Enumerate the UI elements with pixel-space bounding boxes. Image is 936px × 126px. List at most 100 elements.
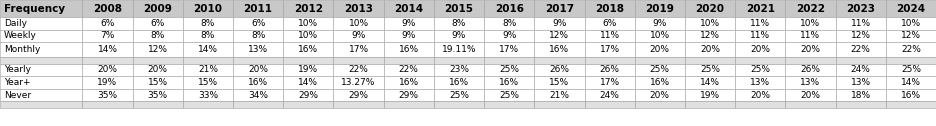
Text: 19.11%: 19.11%: [442, 45, 476, 54]
Bar: [284, 42, 333, 57]
Bar: [885, 0, 936, 17]
Bar: [0, 30, 82, 42]
Bar: [82, 30, 133, 42]
Text: 6%: 6%: [251, 19, 265, 28]
Bar: [333, 76, 384, 89]
Bar: [885, 57, 936, 64]
Text: 20%: 20%: [700, 45, 720, 54]
Text: 24%: 24%: [600, 91, 620, 100]
Bar: [584, 17, 635, 30]
Text: 22%: 22%: [901, 45, 921, 54]
Text: 2016: 2016: [495, 4, 523, 13]
Text: 2008: 2008: [93, 4, 122, 13]
Text: 21%: 21%: [549, 91, 569, 100]
Bar: [584, 76, 635, 89]
Bar: [584, 30, 635, 42]
Text: 17%: 17%: [600, 45, 620, 54]
Bar: [534, 30, 584, 42]
Bar: [183, 101, 233, 108]
Text: Year+: Year+: [4, 78, 30, 87]
Text: 2018: 2018: [595, 4, 624, 13]
Bar: [0, 89, 82, 101]
Bar: [635, 57, 685, 64]
Bar: [434, 101, 484, 108]
Bar: [233, 30, 284, 42]
Bar: [0, 17, 82, 30]
Bar: [735, 17, 785, 30]
Text: 8%: 8%: [151, 31, 165, 40]
Text: 16%: 16%: [248, 78, 269, 87]
Text: 8%: 8%: [200, 19, 215, 28]
Bar: [885, 76, 936, 89]
Text: Yearly: Yearly: [4, 65, 31, 74]
Bar: [635, 64, 685, 76]
Text: 10%: 10%: [700, 19, 720, 28]
Text: 22%: 22%: [399, 65, 418, 74]
Text: 33%: 33%: [197, 91, 218, 100]
Text: 11%: 11%: [750, 31, 770, 40]
Text: 2023: 2023: [846, 4, 875, 13]
Text: 14%: 14%: [299, 78, 318, 87]
Bar: [333, 30, 384, 42]
Bar: [685, 64, 735, 76]
Text: Daily: Daily: [4, 19, 27, 28]
Bar: [384, 89, 434, 101]
Text: 9%: 9%: [452, 31, 466, 40]
Bar: [384, 0, 434, 17]
Bar: [735, 0, 785, 17]
Text: 9%: 9%: [552, 19, 566, 28]
Bar: [384, 101, 434, 108]
Text: 22%: 22%: [851, 45, 870, 54]
Text: 20%: 20%: [650, 45, 670, 54]
Bar: [534, 0, 584, 17]
Bar: [685, 42, 735, 57]
Text: 8%: 8%: [452, 19, 466, 28]
Text: 2013: 2013: [344, 4, 373, 13]
Bar: [635, 76, 685, 89]
Bar: [584, 101, 635, 108]
Bar: [133, 89, 183, 101]
Bar: [635, 17, 685, 30]
Text: 6%: 6%: [100, 19, 115, 28]
Bar: [484, 101, 534, 108]
Bar: [785, 57, 836, 64]
Bar: [233, 0, 284, 17]
Text: 2017: 2017: [545, 4, 574, 13]
Text: 19%: 19%: [97, 78, 118, 87]
Text: 10%: 10%: [299, 19, 318, 28]
Text: 10%: 10%: [650, 31, 670, 40]
Text: 8%: 8%: [502, 19, 517, 28]
Bar: [735, 89, 785, 101]
Bar: [785, 0, 836, 17]
Text: 14%: 14%: [700, 78, 720, 87]
Bar: [384, 30, 434, 42]
Text: 15%: 15%: [549, 78, 569, 87]
Bar: [484, 64, 534, 76]
Text: 2010: 2010: [194, 4, 223, 13]
Text: 21%: 21%: [197, 65, 218, 74]
Bar: [836, 0, 885, 17]
Text: 10%: 10%: [800, 19, 821, 28]
Bar: [885, 89, 936, 101]
Text: 25%: 25%: [751, 65, 770, 74]
Bar: [183, 76, 233, 89]
Text: 16%: 16%: [299, 45, 318, 54]
Text: Weekly: Weekly: [4, 31, 37, 40]
Bar: [785, 30, 836, 42]
Bar: [133, 101, 183, 108]
Text: 12%: 12%: [549, 31, 569, 40]
Bar: [885, 42, 936, 57]
Text: 25%: 25%: [449, 91, 469, 100]
Bar: [685, 30, 735, 42]
Text: 11%: 11%: [800, 31, 821, 40]
Bar: [284, 30, 333, 42]
Text: 2022: 2022: [796, 4, 825, 13]
Bar: [233, 76, 284, 89]
Text: 20%: 20%: [751, 91, 770, 100]
Bar: [233, 42, 284, 57]
Bar: [785, 101, 836, 108]
Text: 10%: 10%: [299, 31, 318, 40]
Bar: [233, 64, 284, 76]
Text: 19%: 19%: [299, 65, 318, 74]
Bar: [384, 42, 434, 57]
